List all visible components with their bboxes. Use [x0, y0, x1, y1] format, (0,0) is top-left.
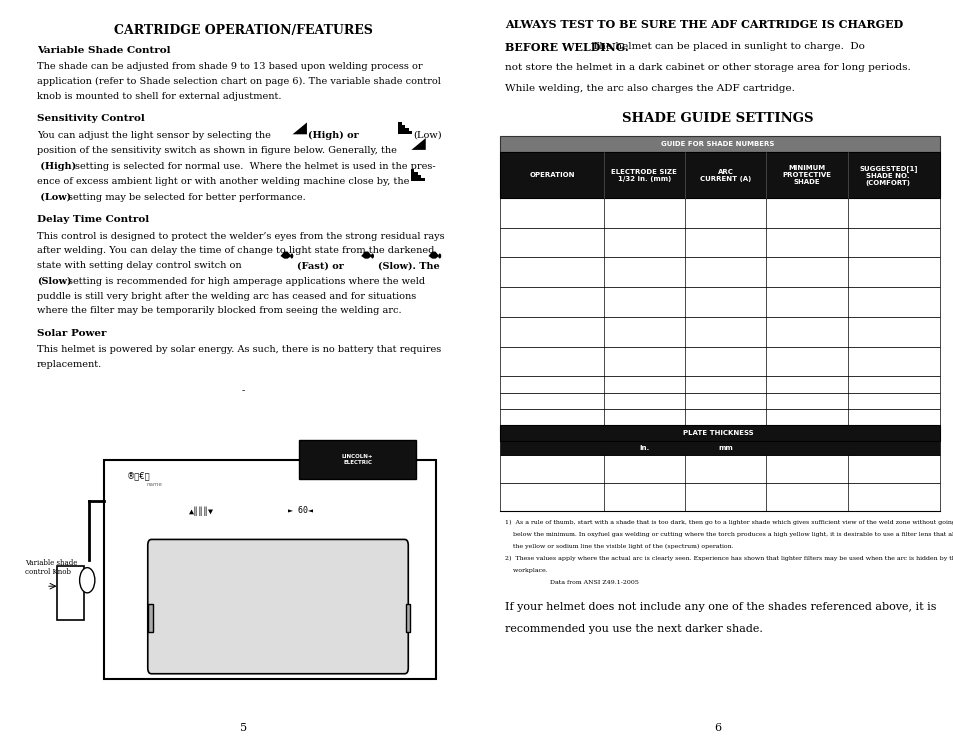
Text: SHADE GUIDE SETTINGS: SHADE GUIDE SETTINGS — [621, 112, 813, 125]
Text: puddle is still very bright after the welding arc has ceased and for situations: puddle is still very bright after the we… — [37, 292, 416, 301]
Text: recommended you use the next darker shade.: recommended you use the next darker shad… — [504, 624, 762, 634]
Text: Variable shade
control Knob: Variable shade control Knob — [25, 559, 77, 577]
Bar — [405, 604, 410, 632]
Bar — [299, 440, 416, 479]
Bar — [499, 441, 939, 455]
Text: in.: in. — [639, 445, 649, 451]
Text: The shade can be adjusted from shade 9 to 13 based upon welding process or: The shade can be adjusted from shade 9 t… — [37, 62, 422, 71]
Text: the yellow or sodium line the visible light of the (spectrum) operation.: the yellow or sodium line the visible li… — [504, 544, 733, 549]
Text: (Low): (Low) — [37, 193, 71, 202]
Text: ALWAYS TEST TO BE SURE THE ADF CARTRIDGE IS CHARGED: ALWAYS TEST TO BE SURE THE ADF CARTRIDGE… — [504, 19, 902, 30]
Bar — [499, 317, 939, 347]
Text: setting is recommended for high amperage applications where the weld: setting is recommended for high amperage… — [69, 277, 425, 286]
Text: ELECTRODE SIZE
1/32 in. (mm): ELECTRODE SIZE 1/32 in. (mm) — [611, 168, 677, 182]
Polygon shape — [293, 122, 307, 134]
Text: 1)  As a rule of thumb, start with a shade that is too dark, then go to a lighte: 1) As a rule of thumb, start with a shad… — [504, 520, 953, 525]
FancyBboxPatch shape — [148, 539, 408, 674]
Circle shape — [290, 254, 293, 258]
Text: mm: mm — [718, 445, 732, 451]
Text: 2)  These values apply where the actual arc is clearly seen. Experience has show: 2) These values apply where the actual a… — [504, 556, 953, 561]
Polygon shape — [397, 122, 412, 134]
Text: This control is designed to protect the welder’s eyes from the strong residual r: This control is designed to protect the … — [37, 232, 444, 240]
Text: ®Ⓢ€ⓧ: ®Ⓢ€ⓧ — [127, 471, 151, 480]
Bar — [148, 604, 152, 632]
Text: ence of excess ambient light or with another welding machine close by, the: ence of excess ambient light or with ano… — [37, 177, 409, 186]
Polygon shape — [410, 169, 424, 181]
Text: ARC
CURRENT (A): ARC CURRENT (A) — [700, 168, 750, 182]
Text: state with setting delay control switch on: state with setting delay control switch … — [37, 261, 241, 270]
Text: (Fast) or: (Fast) or — [296, 261, 344, 270]
Bar — [499, 228, 939, 257]
Text: below the minimum. In oxyfuel gas welding or cutting where the torch produces a : below the minimum. In oxyfuel gas weldin… — [504, 532, 953, 537]
Polygon shape — [428, 252, 438, 259]
Text: LINCOLN+
ELECTRIC: LINCOLN+ ELECTRIC — [341, 454, 373, 464]
Text: replacement.: replacement. — [37, 360, 102, 369]
Bar — [499, 152, 939, 198]
Polygon shape — [411, 138, 425, 150]
Text: -: - — [241, 386, 245, 395]
Text: BEFORE WELDING.: BEFORE WELDING. — [504, 42, 628, 53]
Text: If your helmet does not include any one of the shades referenced above, it is: If your helmet does not include any one … — [504, 602, 936, 611]
Text: While welding, the arc also charges the ADF cartridge.: While welding, the arc also charges the … — [504, 84, 794, 93]
Circle shape — [437, 254, 441, 258]
Text: MINIMUM
PROTECTIVE
SHADE: MINIMUM PROTECTIVE SHADE — [781, 165, 831, 185]
Text: (Slow). The: (Slow). The — [377, 261, 439, 270]
Text: Data from ANSI Z49.1-2005: Data from ANSI Z49.1-2005 — [550, 580, 639, 585]
Text: setting is selected for normal use.  Where the helmet is used in the pres-: setting is selected for normal use. Wher… — [75, 162, 436, 171]
Text: This helmet is powered by solar energy. As such, there is no battery that requir: This helmet is powered by solar energy. … — [37, 345, 441, 354]
Bar — [499, 483, 939, 511]
Bar — [499, 425, 939, 441]
Text: where the filter may be temporarily blocked from seeing the welding arc.: where the filter may be temporarily bloc… — [37, 306, 401, 315]
Text: setting may be selected for better performance.: setting may be selected for better perfo… — [69, 193, 306, 202]
Text: after welding. You can delay the time of change to light state from the darkened: after welding. You can delay the time of… — [37, 246, 434, 255]
Text: (Low): (Low) — [414, 131, 442, 139]
Text: name: name — [147, 482, 163, 487]
Text: workplace.: workplace. — [504, 568, 547, 573]
Bar — [104, 460, 436, 679]
Text: You can adjust the light sensor by selecting the: You can adjust the light sensor by selec… — [37, 131, 271, 139]
Text: application (refer to Shade selection chart on page 6). The variable shade contr: application (refer to Shade selection ch… — [37, 77, 440, 86]
Text: PLATE THICKNESS: PLATE THICKNESS — [681, 430, 753, 436]
Text: CARTRIDGE OPERATION/FEATURES: CARTRIDGE OPERATION/FEATURES — [113, 24, 373, 37]
Text: GUIDE FOR SHADE NUMBERS: GUIDE FOR SHADE NUMBERS — [660, 141, 774, 147]
Text: OPERATION: OPERATION — [529, 172, 574, 178]
Text: not store the helmet in a dark cabinet or other storage area for long periods.: not store the helmet in a dark cabinet o… — [504, 63, 910, 72]
Text: Solar Power: Solar Power — [37, 329, 107, 338]
Text: Sensitivity Control: Sensitivity Control — [37, 114, 145, 123]
Text: position of the sensitivity switch as shown in figure below. Generally, the: position of the sensitivity switch as sh… — [37, 146, 396, 155]
Bar — [499, 347, 939, 376]
Text: (Slow): (Slow) — [37, 277, 71, 286]
Bar — [57, 566, 84, 620]
Text: ► 60◄: ► 60◄ — [288, 506, 313, 515]
Bar — [499, 287, 939, 317]
Bar — [499, 455, 939, 483]
Circle shape — [79, 568, 94, 593]
Text: Delay Time Control: Delay Time Control — [37, 215, 149, 224]
Bar — [499, 198, 939, 228]
Bar — [499, 393, 939, 409]
Text: ▲║║║▼: ▲║║║▼ — [190, 506, 214, 516]
Bar — [499, 257, 939, 287]
Text: 5: 5 — [239, 723, 247, 733]
Polygon shape — [280, 252, 291, 259]
Text: (High): (High) — [37, 162, 76, 171]
Text: SUGGESTED[1]
SHADE NO.
(COMFORT): SUGGESTED[1] SHADE NO. (COMFORT) — [858, 165, 917, 186]
Text: (High) or: (High) or — [308, 131, 358, 139]
Bar — [499, 136, 939, 152]
Bar — [499, 409, 939, 425]
Text: 6: 6 — [714, 723, 720, 733]
Polygon shape — [361, 252, 372, 259]
Text: The helmet can be placed in sunlight to charge.  Do: The helmet can be placed in sunlight to … — [588, 42, 863, 51]
Bar — [499, 376, 939, 393]
Circle shape — [371, 254, 374, 258]
Text: knob is mounted to shell for external adjustment.: knob is mounted to shell for external ad… — [37, 92, 281, 101]
Text: Variable Shade Control: Variable Shade Control — [37, 46, 171, 55]
